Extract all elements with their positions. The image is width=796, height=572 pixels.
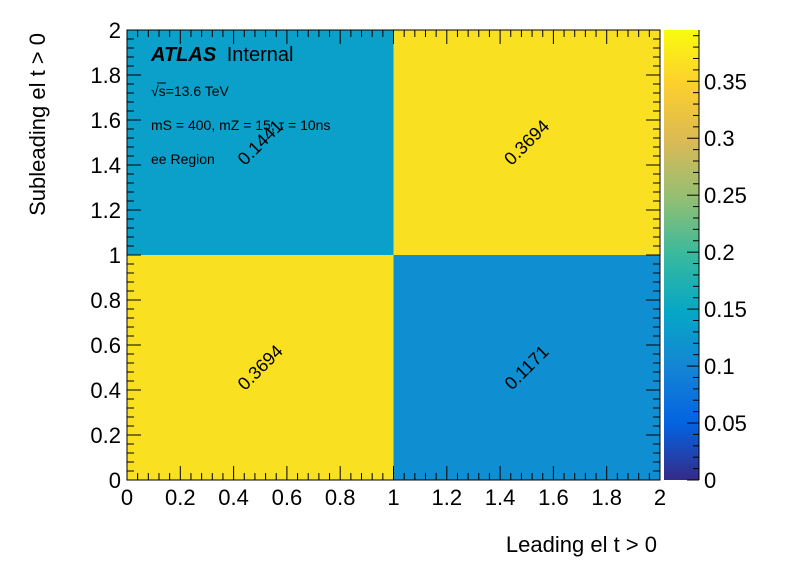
colorbar-tick-label: 0.35	[704, 69, 747, 94]
x-tick-label: 2	[654, 485, 666, 510]
y-tick-label: 1.8	[90, 63, 121, 88]
heatmap-cell	[127, 255, 394, 480]
y-tick-label: 0.2	[90, 423, 121, 448]
y-tick-label: 0.6	[90, 333, 121, 358]
axis-ticks	[126, 29, 661, 481]
y-tick-label: 0.4	[90, 378, 121, 403]
x-tick-label: 1.4	[485, 485, 516, 510]
heatmap-cell	[393, 255, 660, 480]
x-tick-label: 0.2	[165, 485, 196, 510]
y-axis-label: Subleading el t > 0	[25, 33, 50, 216]
x-tick-label: 1	[387, 485, 399, 510]
colorbar-tick-label: 0.15	[704, 297, 747, 322]
y-tick-label: 1.4	[90, 153, 121, 178]
colorbar-tick-label: 0	[704, 468, 716, 493]
y-tick-label: 1.2	[90, 198, 121, 223]
colorbar-tick-label: 0.25	[704, 183, 747, 208]
y-tick-label: 1.6	[90, 108, 121, 133]
x-tick-label: 1.2	[432, 485, 463, 510]
internal-word: Internal	[227, 44, 294, 66]
colorbar-tick-label: 0.2	[704, 240, 735, 265]
heatmap-cell	[393, 30, 660, 255]
model-label: mS = 400, mZ = 15, τ = 10ns	[151, 117, 330, 133]
energy-label: √s=13.6 TeV	[151, 83, 230, 99]
heatmap-cell	[127, 30, 394, 255]
y-tick-label: 0	[109, 468, 121, 493]
sqrt-s: √s	[151, 83, 166, 99]
colorbar-tick-label: 0.05	[704, 411, 747, 436]
energy-value: =13.6 TeV	[166, 83, 230, 99]
y-tick-label: 2	[109, 18, 121, 43]
colorbar-tick-label: 0.3	[704, 126, 735, 151]
y-tick-labels: 0 0.2 0.4 0.6 0.8 1 1.2 1.4 1.6 1.8 2	[90, 18, 121, 493]
y-tick-label: 1	[109, 243, 121, 268]
colorbar	[664, 30, 699, 480]
atlas-word: ATLAS	[150, 44, 217, 66]
x-axis-label: Leading el t > 0	[506, 532, 657, 557]
x-tick-label: 0	[121, 485, 133, 510]
y-tick-label: 0.8	[90, 288, 121, 313]
x-tick-label: 1.8	[591, 485, 622, 510]
x-tick-label: 1.6	[538, 485, 569, 510]
region-label: ee Region	[151, 151, 215, 167]
x-tick-labels: 0 0.2 0.4 0.6 0.8 1 1.2 1.4 1.6 1.8 2	[121, 485, 666, 510]
x-tick-label: 0.6	[272, 485, 303, 510]
colorbar-tick-label: 0.1	[704, 354, 735, 379]
heatmap-cells	[127, 30, 660, 480]
x-tick-label: 0.8	[325, 485, 356, 510]
atlas-label: ATLAS Internal	[150, 44, 293, 66]
colorbar-ticks	[687, 30, 700, 481]
colorbar-tick-labels: 0 0.05 0.1 0.15 0.2 0.25 0.3 0.35	[704, 69, 747, 493]
x-tick-label: 0.4	[218, 485, 249, 510]
